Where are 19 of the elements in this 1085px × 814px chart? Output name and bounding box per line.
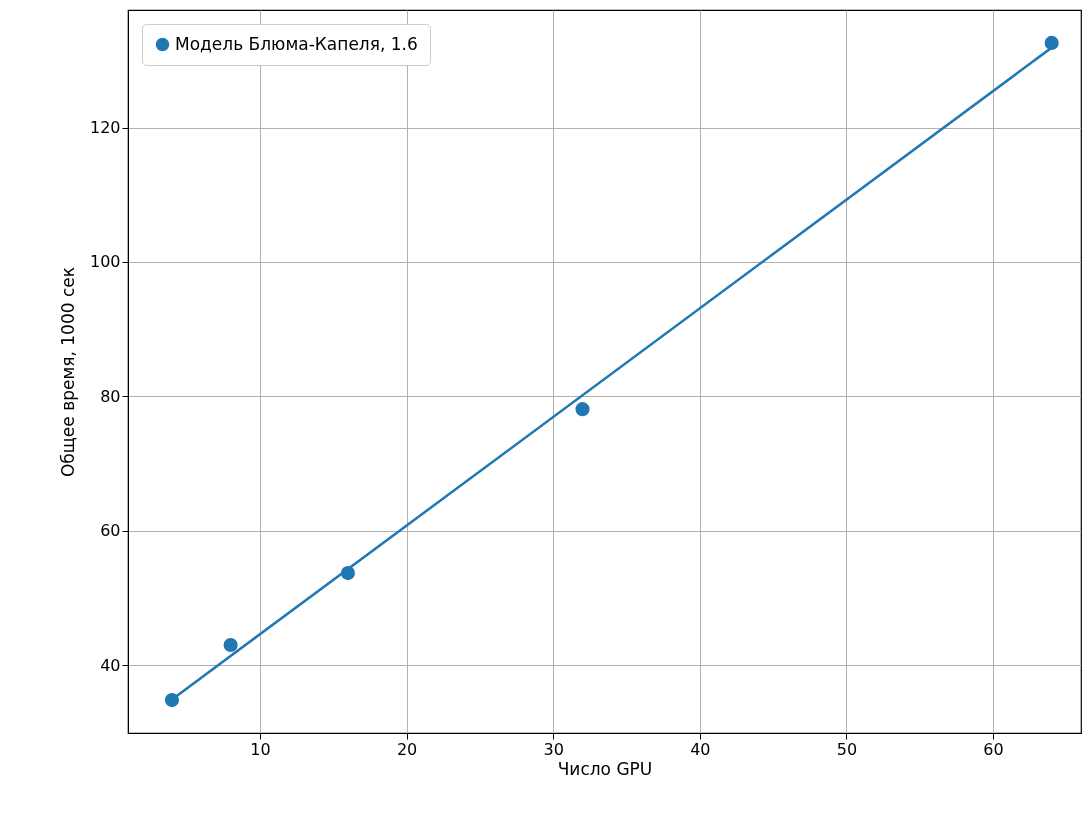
point: [223, 637, 238, 653]
y-tick-label: 120: [89, 118, 121, 138]
point: [1044, 35, 1059, 50]
x-tick-label: 50: [836, 739, 858, 759]
x-tick-label: 20: [396, 739, 418, 759]
point: [340, 566, 355, 581]
y-axis-title: Общее время, 1000 сек: [57, 266, 78, 478]
x-tick-label: 60: [983, 739, 1004, 759]
point: [164, 693, 180, 708]
x-tick-label: 30: [543, 739, 564, 759]
legend-label: Модель Блюма-Капеля, 1.6: [175, 33, 418, 54]
y-tick-label: 100: [89, 252, 121, 272]
y-tick-label: 40: [100, 655, 121, 675]
y-tick-label: 80: [100, 386, 121, 406]
x-axis-title: Число GPU: [557, 758, 653, 779]
y-tick-label: 60: [100, 521, 121, 541]
x-tick-label: 10: [250, 739, 271, 759]
x-tick-label: 40: [690, 739, 711, 759]
point: [575, 402, 590, 417]
